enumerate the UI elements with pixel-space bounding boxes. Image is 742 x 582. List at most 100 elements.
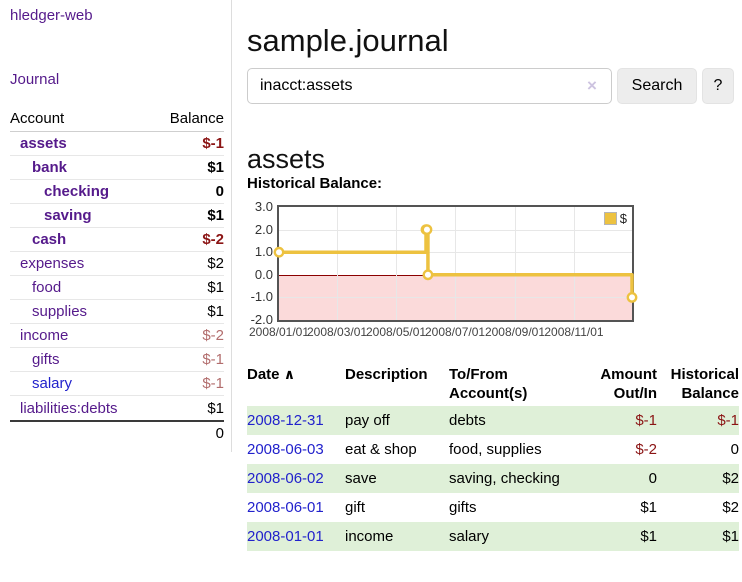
account-row-income: income $-2 xyxy=(10,324,224,348)
page-title: sample.journal xyxy=(247,22,449,58)
register-header-description: Description xyxy=(345,366,428,383)
sidebar-item-journal[interactable]: Journal xyxy=(10,71,60,88)
help-button[interactable]: ? xyxy=(702,68,734,104)
transaction-accounts: debts xyxy=(449,406,575,435)
data-point-marker xyxy=(626,292,638,303)
y-axis-tick-label: 2.0 xyxy=(254,221,273,237)
account-row-gifts: gifts $-1 xyxy=(10,348,224,372)
y-axis-tick-label: -2.0 xyxy=(250,312,273,327)
account-row-salary: salary $-1 xyxy=(10,372,224,396)
account-balance: $-2 xyxy=(202,327,224,344)
account-link-bank[interactable]: bank xyxy=(32,159,68,176)
transaction-accounts: gifts xyxy=(449,499,477,516)
account-link-saving[interactable]: saving xyxy=(44,207,92,224)
transaction-row: 2008-01-01 income salary $1 $1 xyxy=(247,522,739,551)
account-link-cash[interactable]: cash xyxy=(32,231,67,248)
accounts-total-value: 0 xyxy=(215,425,224,442)
account-balance: $1 xyxy=(207,399,224,417)
account-link-income[interactable]: income xyxy=(20,327,69,344)
x-axis-tick-label: 2008/01/01 xyxy=(248,325,310,339)
transaction-date-link[interactable]: 2008-06-02 xyxy=(247,470,324,487)
register-header-row: Date ∧ Description To/From Account(s) Am… xyxy=(247,362,739,406)
account-balance: $-2 xyxy=(202,231,224,248)
transaction-description: save xyxy=(345,464,449,493)
data-point-marker xyxy=(422,269,434,281)
transaction-row: 2008-06-01 gift gifts $1 $2 xyxy=(247,493,739,522)
transaction-description: pay off xyxy=(345,406,449,435)
transaction-amount: $1 xyxy=(575,522,657,551)
search-button[interactable]: Search xyxy=(617,68,697,104)
account-balance: $1 xyxy=(207,207,224,224)
register-header-date[interactable]: Date ∧ xyxy=(247,366,296,383)
register-header-accounts: To/From Account(s) xyxy=(449,366,528,402)
x-axis-tick-label: 2008/09/01 xyxy=(484,325,545,339)
account-row-cash: cash $-2 xyxy=(10,228,224,252)
y-axis-tick-label: 3.0 xyxy=(254,199,273,214)
x-axis-tick-label: 2008/05/01 xyxy=(365,325,427,339)
accounts-table: Account Balance assets $-1 bank $1 check… xyxy=(10,106,224,445)
legend-swatch-icon xyxy=(603,212,617,225)
account-row-assets: assets $-1 xyxy=(10,132,224,156)
account-balance: $1 xyxy=(207,279,224,296)
transaction-row: 2008-12-31 pay off debts $-1 $-1 xyxy=(247,406,739,435)
account-row-liabilities-debts: liabilities:debts $1 xyxy=(10,396,224,420)
gridline xyxy=(514,207,516,320)
transaction-accounts: salary xyxy=(449,522,575,551)
clear-search-icon[interactable]: × xyxy=(587,76,597,95)
brand-link[interactable]: hledger-web xyxy=(10,7,93,24)
chart-legend: $ xyxy=(601,210,629,227)
account-link-expenses[interactable]: expenses xyxy=(20,255,85,272)
transaction-amount: $-1 xyxy=(575,406,657,435)
transaction-balance: $2 xyxy=(657,464,739,493)
x-axis-tick-label: 2008/07/01 xyxy=(424,325,486,339)
y-axis-tick-label: 1.0 xyxy=(254,244,273,260)
register-table: Date ∧ Description To/From Account(s) Am… xyxy=(247,362,739,551)
y-axis-tick-label: -1.0 xyxy=(250,289,273,305)
register-header-balance: Historical Balance xyxy=(670,366,739,402)
balance-column-header: Balance xyxy=(169,110,224,127)
gridline xyxy=(573,207,575,320)
transaction-date-link[interactable]: 2008-12-31 xyxy=(247,412,324,429)
accounts-total-row: 0 xyxy=(10,420,224,445)
account-link-checking[interactable]: checking xyxy=(44,183,110,200)
transaction-amount: $1 xyxy=(640,499,657,516)
transaction-description: eat & shop xyxy=(345,441,417,458)
sort-ascending-icon: ∧ xyxy=(283,366,296,382)
account-link-supplies[interactable]: supplies xyxy=(32,303,88,320)
transaction-date-link[interactable]: 2008-06-01 xyxy=(247,499,324,516)
chart-title: Historical Balance: xyxy=(247,175,383,192)
account-row-supplies: supplies $1 xyxy=(10,300,224,324)
data-point-marker xyxy=(273,246,285,258)
account-balance: $-1 xyxy=(202,375,224,392)
account-link-liabilities-debts[interactable]: liabilities:debts xyxy=(20,399,118,417)
account-balance: $1 xyxy=(207,159,224,176)
gridline xyxy=(337,207,339,320)
account-balance: 0 xyxy=(215,183,224,200)
account-link-salary[interactable]: salary xyxy=(32,375,73,392)
account-balance: $2 xyxy=(207,255,224,272)
y-axis-tick-label: 0.0 xyxy=(254,266,273,282)
transaction-date-link[interactable]: 2008-01-01 xyxy=(247,528,324,545)
x-axis-tick-label: 2008/11/01 xyxy=(544,325,604,339)
legend-label: $ xyxy=(619,211,627,226)
data-point-marker xyxy=(421,224,433,236)
account-row-bank: bank $1 xyxy=(10,156,224,180)
transaction-accounts: food, supplies xyxy=(449,441,542,458)
account-balance: $-1 xyxy=(202,351,224,368)
transaction-description: income xyxy=(345,522,449,551)
account-row-checking: checking 0 xyxy=(10,180,224,204)
transaction-date-link[interactable]: 2008-06-03 xyxy=(247,441,324,458)
account-link-food[interactable]: food xyxy=(32,279,62,296)
search-input[interactable] xyxy=(247,68,612,104)
transaction-accounts: saving, checking xyxy=(449,464,575,493)
account-link-gifts[interactable]: gifts xyxy=(32,351,60,368)
balance-line-series xyxy=(273,224,638,303)
transaction-balance: $2 xyxy=(722,499,739,516)
accounts-table-header: Account Balance xyxy=(10,106,224,132)
account-link-assets[interactable]: assets xyxy=(20,135,67,152)
transaction-balance: $-1 xyxy=(657,406,739,435)
transaction-amount: $-2 xyxy=(635,441,657,458)
transaction-balance: 0 xyxy=(730,441,739,458)
gridline xyxy=(396,207,398,320)
gridline xyxy=(455,207,457,320)
